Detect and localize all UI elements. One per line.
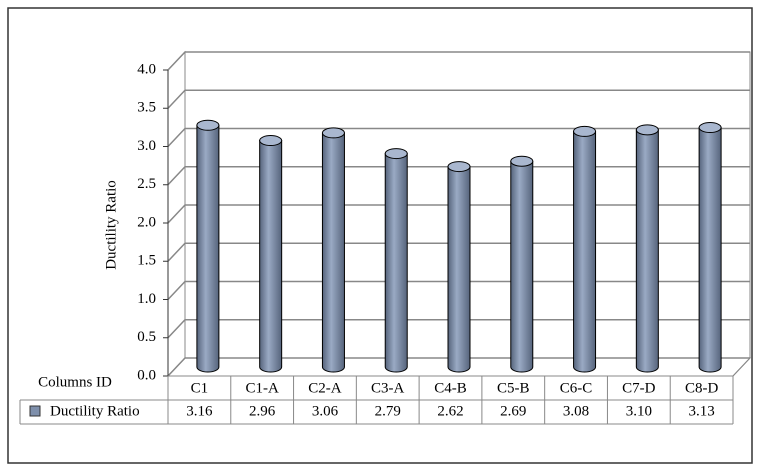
value-label: 2.62: [437, 403, 463, 419]
y-tick-label: 1.0: [137, 291, 156, 307]
bar: [259, 140, 283, 373]
y-tick-label: 0.5: [137, 329, 156, 345]
value-label: 3.10: [626, 403, 652, 419]
bar: [321, 132, 345, 373]
x-tick-label: C2-A: [308, 380, 342, 396]
bar: [698, 127, 722, 373]
bar-top: [321, 127, 345, 139]
x-tick-label: C4-B: [434, 380, 467, 396]
grid-line: [167, 89, 750, 109]
value-label: 3.06: [312, 403, 339, 419]
y-axis-label: Ductility Ratio: [103, 180, 119, 270]
y-tick-label: 4.0: [137, 61, 156, 77]
bar-top: [196, 119, 220, 131]
bar-top: [573, 125, 597, 137]
grid-line: [167, 357, 750, 377]
x-axis-label: Columns ID: [38, 374, 112, 390]
x-tick-label: C7-D: [622, 380, 656, 396]
x-tick-label: C5-B: [497, 380, 530, 396]
y-tick-label: 2.0: [137, 214, 156, 230]
bar: [384, 153, 408, 373]
table-grid: [19, 375, 733, 425]
bar-top: [259, 135, 283, 147]
bar-top: [698, 122, 722, 134]
y-tick-label: 1.5: [137, 253, 156, 269]
bar-top: [447, 161, 471, 173]
bar: [196, 124, 220, 373]
grid-line: [167, 280, 750, 301]
bar: [573, 130, 597, 373]
legend-label: Ductility Ratio: [50, 403, 140, 419]
value-label: 2.79: [375, 403, 401, 419]
grid-line: [167, 242, 750, 262]
x-tick-label: C3-A: [371, 380, 405, 396]
bar: [447, 166, 471, 373]
floor-edge: [732, 357, 751, 377]
grid-line: [167, 319, 750, 339]
bar-top: [510, 155, 534, 167]
value-label: 2.69: [500, 403, 526, 419]
grid-line: [167, 127, 750, 148]
y-tick-label: 3.5: [137, 100, 156, 116]
grid-line: [167, 204, 750, 224]
x-tick-label: C8-D: [685, 380, 719, 396]
value-label: 3.08: [563, 403, 589, 419]
grid-line: [167, 166, 750, 186]
bar-top: [635, 124, 659, 136]
bar: [510, 160, 534, 373]
y-tick-label: 2.5: [137, 176, 156, 192]
value-label: 2.96: [249, 403, 276, 419]
bar: [635, 129, 659, 373]
x-tick-label: C1-A: [245, 380, 279, 396]
value-label: 3.13: [688, 403, 714, 419]
y-tick-label: 0.0: [137, 367, 156, 383]
bar-top: [384, 148, 408, 160]
y-tick-label: 3.0: [137, 138, 156, 154]
x-tick-label: C1: [191, 380, 209, 396]
value-label: 3.16: [186, 403, 213, 419]
x-tick-label: C6-C: [560, 380, 593, 396]
legend-key: [29, 405, 41, 417]
grid-line: [167, 51, 750, 71]
